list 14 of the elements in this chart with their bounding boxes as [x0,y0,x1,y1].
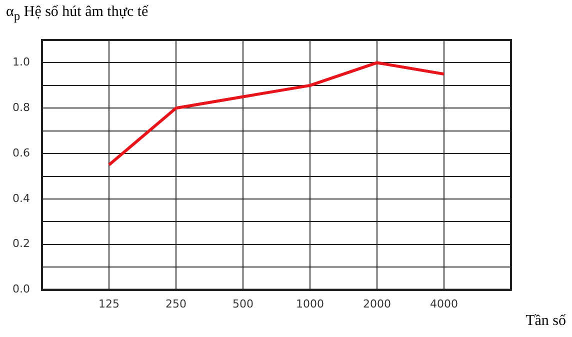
y-tick-label: 0.6 [12,146,30,160]
y-tick-label: 0.2 [12,237,30,250]
x-tick-label: 500 [232,297,254,310]
y-tick-label: 0.4 [12,192,30,205]
x-tick-label: 4000 [430,297,458,310]
y-tick-label: 0.0 [12,282,30,296]
chart-title: α$_{p}$ Hệ số hút âm thực tế [6,4,148,24]
y-tick-label: 0.8 [12,100,30,114]
x-tick-label: 1000 [296,297,324,310]
y-tick-label: 1.0 [12,56,30,69]
x-tick-label: 250 [166,297,186,310]
x-axis-title: Tần số [526,313,566,330]
x-tick-label: 2000 [363,297,391,310]
x-tick-label: 125 [98,297,120,310]
